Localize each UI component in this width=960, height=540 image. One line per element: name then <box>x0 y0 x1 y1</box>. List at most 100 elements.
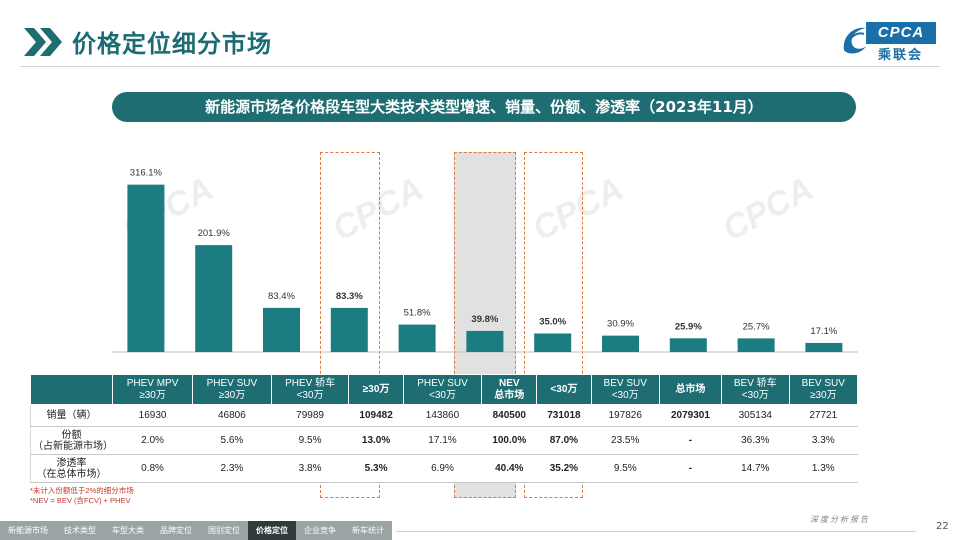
table-cell: 197826 <box>590 404 660 427</box>
header-line: PHEV SUV <box>417 377 468 389</box>
table-row: 份额 （占新能源市场） 2.0% 5.6% 9.5% 13.0% 17.1% 100.0% 87… <box>30 426 859 455</box>
table-header-cell: BEV 轿车 <30万 <box>721 374 790 405</box>
row-label: 渗透率 （在总体市场） <box>30 454 113 483</box>
table-cell: 40.4% <box>481 454 538 483</box>
header-line: 总市场 <box>494 389 525 401</box>
table-cell: 13.0% <box>348 426 404 455</box>
header-divider <box>20 66 940 67</box>
nav-item[interactable]: 新能源市场 <box>8 526 48 535</box>
table-header-cell: NEV 总市场 <box>481 374 538 405</box>
row-label-line: （占新能源市场） <box>33 440 113 452</box>
logo-text: CPCA <box>866 22 936 44</box>
data-label: 35.0% <box>539 316 566 327</box>
data-label: 30.9% <box>607 319 634 330</box>
highlight-box-ge30 <box>320 152 380 498</box>
table-cell: 36.3% <box>721 426 790 455</box>
growth-bar-chart: 316.1% 201.9% 83.4% 83.3% 51.8% 39.8% 35.0% 30.… <box>112 168 858 353</box>
nav-item[interactable]: 技术类型 <box>64 526 96 535</box>
section-nav: 新能源市场 技术类型 车型大类 品牌定位 国别定位 价格定位 企业竞争 新车统计 <box>0 521 392 540</box>
data-label: 17.1% <box>810 326 837 337</box>
nav-item[interactable]: 价格定位 <box>248 521 296 540</box>
row-label-line: 销量（辆） <box>46 410 97 421</box>
header-line: <30万 <box>611 389 639 401</box>
table-cell: 2.0% <box>111 426 194 455</box>
table-cell: 14.7% <box>721 454 790 483</box>
header-line: NEV <box>498 377 520 389</box>
table-header-cell: ≥30万 <box>348 374 404 405</box>
table-cell: - <box>658 454 723 483</box>
table-cell: 840500 <box>481 404 538 427</box>
bar <box>330 307 368 352</box>
table-row: 销量（辆） 16930 46806 79989 109482 143860 840500 73… <box>30 404 859 427</box>
row-label: 份额 （占新能源市场） <box>30 426 113 455</box>
nav-item[interactable]: 新车统计 <box>352 526 384 535</box>
nav-item[interactable]: 品牌定位 <box>160 526 192 535</box>
header-line: ≥30万 <box>809 389 837 401</box>
cpca-logo: CPCA 乘联会 <box>838 20 938 63</box>
table-cell: 143860 <box>402 404 483 427</box>
data-label: 201.9% <box>198 228 231 239</box>
footer-tagline: 深度分析报告 <box>810 515 870 524</box>
bar <box>263 307 300 352</box>
table-cell: 100.0% <box>481 426 538 455</box>
table-cell: 731018 <box>536 404 592 427</box>
table-cell: 2079301 <box>658 404 723 427</box>
table-cell: 3.8% <box>270 454 350 483</box>
row-label: 销量（辆） <box>30 404 113 427</box>
logo-swirl-icon <box>843 27 866 54</box>
page-title: 价格定位细分市场 <box>72 30 272 58</box>
table-corner-cell <box>30 374 113 405</box>
table-header-cell: PHEV SUV <30万 <box>402 374 483 405</box>
table-cell: 9.5% <box>270 426 350 455</box>
table-cell: 0.8% <box>111 454 194 483</box>
table-header-cell: 总市场 <box>658 374 723 405</box>
table-cell: 3.3% <box>788 426 859 455</box>
footnote: *未计入份额低于2%的细分市场 <box>30 486 134 495</box>
table-header-cell: PHEV SUV ≥30万 <box>192 374 272 405</box>
header-line: 总市场 <box>675 383 706 395</box>
header-line: PHEV MPV <box>126 377 179 389</box>
table-cell: 305134 <box>721 404 790 427</box>
table-header-cell: PHEV MPV ≥30万 <box>111 374 194 405</box>
table-header-cell: BEV SUV <30万 <box>590 374 660 405</box>
table-header-cell: BEV SUV ≥30万 <box>788 374 859 405</box>
row-label-line: 渗透率 <box>56 457 87 469</box>
data-label: 316.1% <box>130 168 163 179</box>
table-cell: 5.6% <box>192 426 272 455</box>
table-cell: 16930 <box>111 404 194 427</box>
bar <box>669 338 707 352</box>
nav-item[interactable]: 企业竞争 <box>304 526 336 535</box>
nav-item[interactable]: 国别定位 <box>208 526 240 535</box>
bars-group <box>127 184 843 352</box>
data-label: 39.8% <box>471 314 498 325</box>
header-line: <30万 <box>429 389 456 401</box>
footnotes: *未计入份额低于2%的细分市场 *NEV = BEV (含FCV) + PHEV <box>30 486 134 506</box>
table-cell: - <box>658 426 723 455</box>
table-cell: 23.5% <box>590 426 660 455</box>
data-table: PHEV MPV ≥30万 PHEV SUV ≥30万 PHEV 轿车 <30万 ≥30万 P… <box>30 374 859 483</box>
logo-subtext: 乘联会 <box>878 48 924 63</box>
header-line: <30万 <box>550 383 578 395</box>
bar <box>127 184 165 352</box>
table-cell: 109482 <box>348 404 404 427</box>
table-row: 渗透率 （在总体市场） 0.8% 2.3% 3.8% 5.3% 6.9% 40.4% 35.2%… <box>30 454 859 483</box>
table-cell: 46806 <box>192 404 272 427</box>
table-cell: 6.9% <box>402 454 483 483</box>
nav-item[interactable]: 车型大类 <box>112 526 144 535</box>
table-cell: 87.0% <box>536 426 592 455</box>
header-line: BEV 轿车 <box>733 377 777 389</box>
table-cell: 79989 <box>270 404 350 427</box>
header-line: ≥30万 <box>218 389 246 401</box>
table-cell: 9.5% <box>590 454 660 483</box>
table-cell: 35.2% <box>536 454 592 483</box>
highlight-box-nev <box>454 152 516 498</box>
chevron-double-icon <box>24 28 62 56</box>
header-line: <30万 <box>296 389 324 401</box>
bar <box>805 342 843 352</box>
data-label: 83.4% <box>268 291 295 302</box>
row-label-line: （在总体市场） <box>36 468 107 480</box>
table-cell: 17.1% <box>402 426 483 455</box>
bar <box>737 338 775 352</box>
table-cell: 1.3% <box>788 454 859 483</box>
header-line: PHEV SUV <box>206 377 258 389</box>
